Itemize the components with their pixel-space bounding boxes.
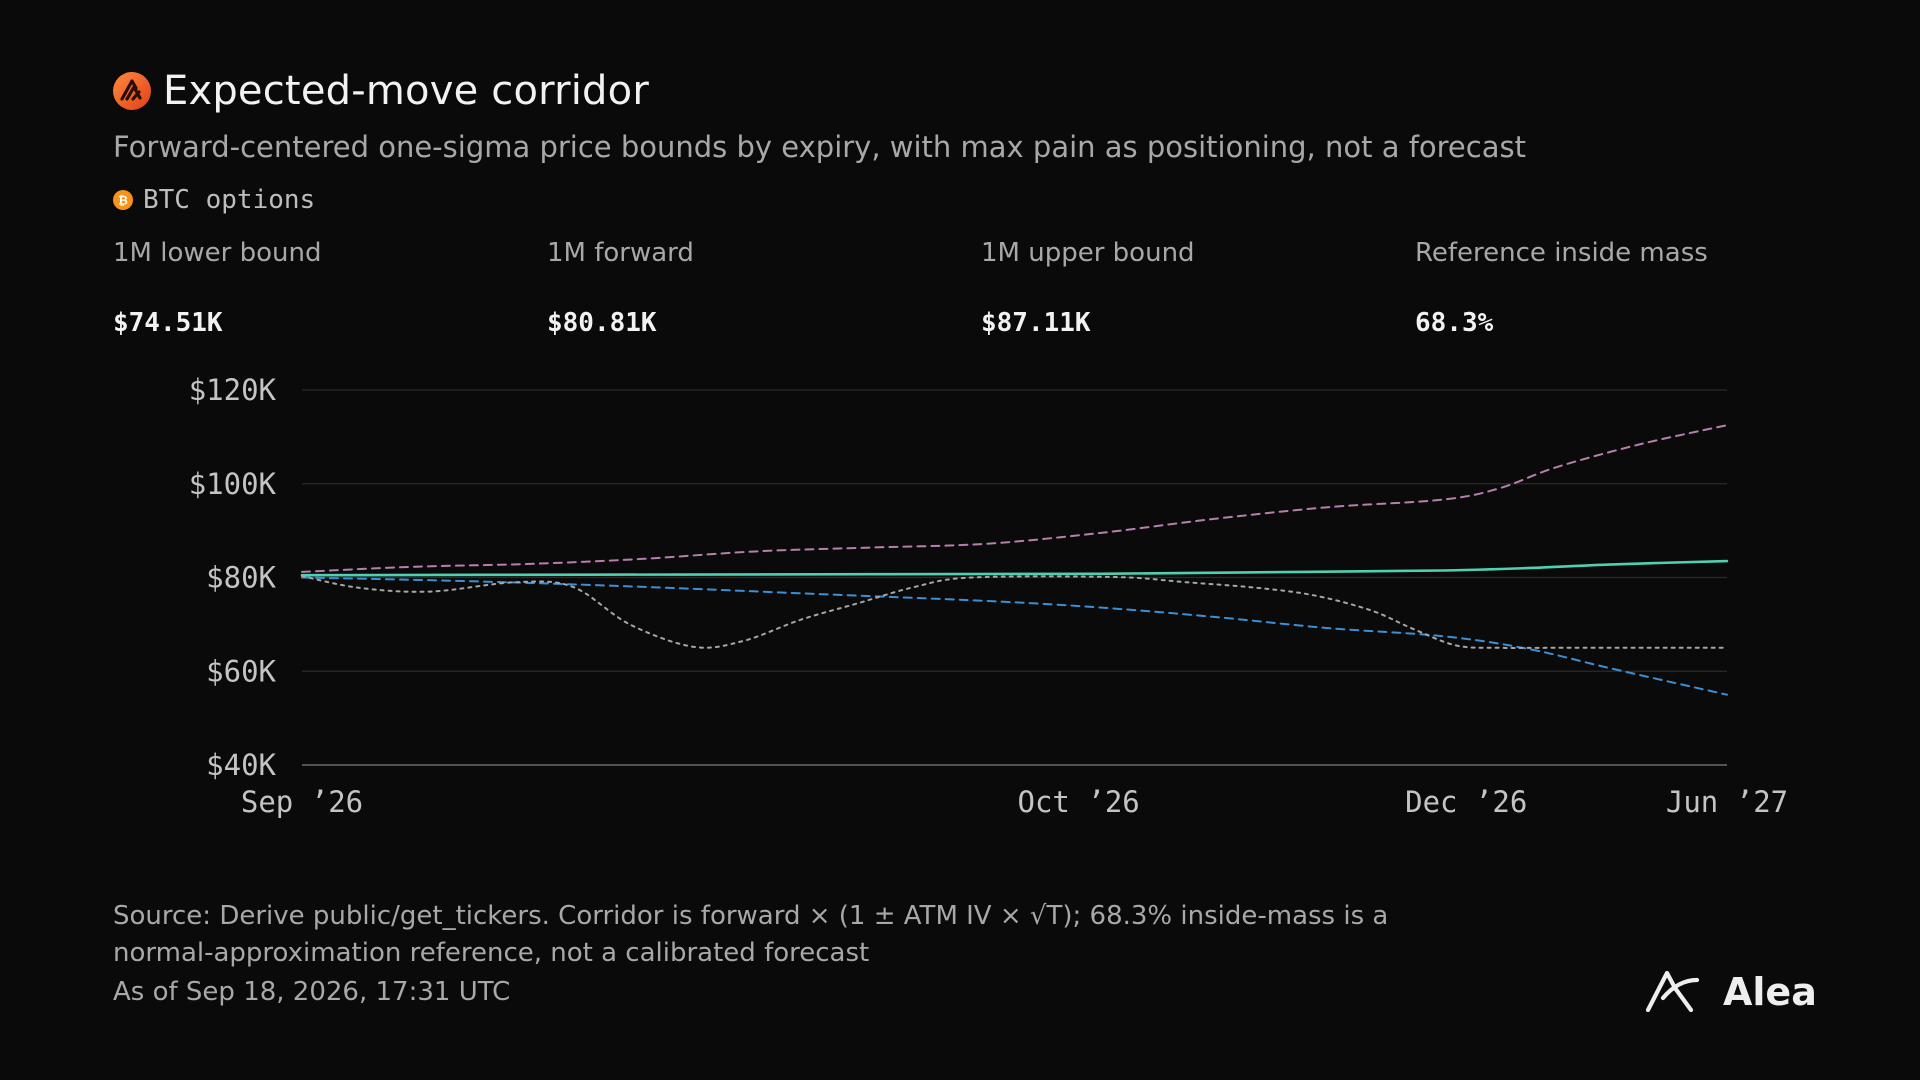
kpi-row: 1M lower bound $74.51K 1M forward $80.81… — [113, 238, 1833, 348]
page-title: Expected-move corridor — [163, 68, 649, 114]
bitcoin-icon: ₿ — [113, 190, 133, 210]
series-upper-bound-line — [301, 424, 1728, 573]
kpi-label: Reference inside mass — [1415, 238, 1708, 268]
y-tick-label: $100K — [189, 467, 277, 501]
kpi-forward: 1M forward $80.81K — [547, 238, 694, 338]
asset-label: BTC options — [143, 185, 316, 215]
series-lines — [300, 424, 1729, 696]
kpi-value: 68.3% — [1415, 308, 1494, 338]
footer: Source: Derive public/get_tickers. Corri… — [113, 898, 1513, 1007]
y-tick-label: $120K — [189, 373, 277, 407]
kpi-inside-mass: Reference inside mass 68.3% — [1415, 238, 1708, 338]
kpi-label: 1M forward — [547, 238, 694, 268]
page-subtitle: Forward-centered one-sigma price bounds … — [113, 130, 1526, 164]
svg-text:₿: ₿ — [118, 194, 128, 208]
swirl-logo-icon — [113, 72, 151, 110]
asset-row: ₿ BTC options — [113, 184, 1813, 216]
series-lower-bound-line — [301, 576, 1728, 696]
kpi-value: $87.11K — [981, 308, 1091, 338]
x-tick-label: Dec ’26 — [1405, 785, 1527, 819]
as-of-timestamp: As of Sep 18, 2026, 17:31 UTC — [113, 977, 511, 1007]
series-max-pain-line — [301, 575, 1728, 649]
alea-logo-icon — [1645, 968, 1711, 1016]
kpi-value: $74.51K — [113, 308, 223, 338]
series-forward-line — [300, 559, 1729, 577]
logo-text: Alea — [1723, 970, 1817, 1014]
kpi-label: 1M upper bound — [981, 238, 1195, 268]
x-tick-label: Jun ’27 — [1666, 785, 1788, 819]
kpi-value: $80.81K — [547, 308, 657, 338]
kpi-upper-bound: 1M upper bound $87.11K — [981, 238, 1195, 338]
y-tick-label: $80K — [206, 561, 276, 595]
x-axis: Sep ’26 Oct ’26 Dec ’26 Jun ’27 — [241, 785, 1788, 819]
x-tick-label: Sep ’26 — [241, 785, 363, 819]
header: Expected-move corridor Forward-centered … — [113, 66, 1813, 216]
title-row: Expected-move corridor — [113, 66, 1813, 116]
alea-logo: Alea — [1645, 968, 1817, 1016]
kpi-lower-bound: 1M lower bound $74.51K — [113, 238, 321, 338]
y-tick-label: $40K — [206, 748, 276, 782]
y-tick-label: $60K — [206, 654, 276, 688]
grid-lines — [302, 389, 1727, 766]
x-tick-label: Oct ’26 — [1018, 785, 1140, 819]
source-note: Source: Derive public/get_tickers. Corri… — [113, 901, 1389, 968]
y-axis: $120K $100K $80K $60K $40K — [189, 373, 277, 782]
kpi-label: 1M lower bound — [113, 238, 322, 268]
